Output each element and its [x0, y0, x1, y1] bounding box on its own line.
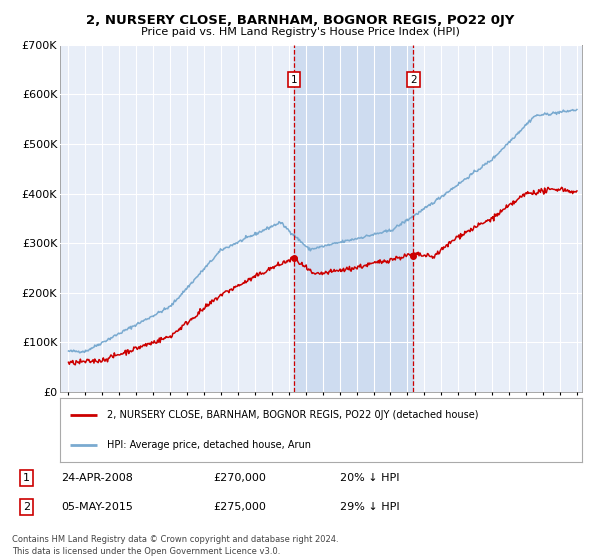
- Text: 29% ↓ HPI: 29% ↓ HPI: [340, 502, 400, 512]
- Text: 2, NURSERY CLOSE, BARNHAM, BOGNOR REGIS, PO22 0JY: 2, NURSERY CLOSE, BARNHAM, BOGNOR REGIS,…: [86, 14, 514, 27]
- Text: 05-MAY-2015: 05-MAY-2015: [61, 502, 133, 512]
- Text: 2: 2: [23, 502, 30, 512]
- Text: £275,000: £275,000: [214, 502, 266, 512]
- Text: Price paid vs. HM Land Registry's House Price Index (HPI): Price paid vs. HM Land Registry's House …: [140, 27, 460, 37]
- Text: 20% ↓ HPI: 20% ↓ HPI: [340, 473, 400, 483]
- Text: 2: 2: [410, 74, 416, 85]
- Text: HPI: Average price, detached house, Arun: HPI: Average price, detached house, Arun: [107, 440, 311, 450]
- Text: 24-APR-2008: 24-APR-2008: [61, 473, 133, 483]
- Text: 2, NURSERY CLOSE, BARNHAM, BOGNOR REGIS, PO22 0JY (detached house): 2, NURSERY CLOSE, BARNHAM, BOGNOR REGIS,…: [107, 410, 478, 420]
- Text: £270,000: £270,000: [214, 473, 266, 483]
- Text: 1: 1: [290, 74, 297, 85]
- Bar: [294, 45, 413, 392]
- Text: 1: 1: [23, 473, 30, 483]
- Text: Contains HM Land Registry data © Crown copyright and database right 2024.
This d: Contains HM Land Registry data © Crown c…: [12, 535, 338, 556]
